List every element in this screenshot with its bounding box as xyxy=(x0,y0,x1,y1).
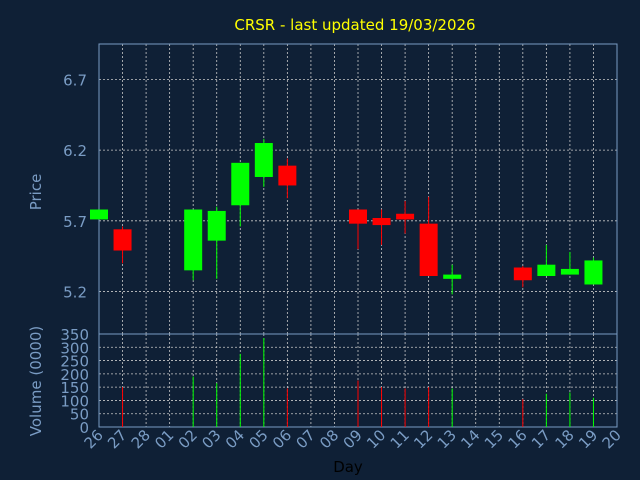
x-tick-label: 11 xyxy=(387,426,413,452)
candle-body xyxy=(372,218,391,226)
volume-y-tick-label: 100 xyxy=(60,392,89,410)
candle-26 xyxy=(90,209,108,220)
candle-05 xyxy=(254,138,273,187)
candle-13 xyxy=(443,264,462,295)
candle-body xyxy=(396,213,415,220)
x-axis: 2627280102030405060708091011121314151617… xyxy=(81,426,625,452)
candle-12 xyxy=(419,196,438,276)
price-y-tick-label: 5.7 xyxy=(63,213,87,231)
x-tick-label: 28 xyxy=(128,426,154,452)
candle-body xyxy=(90,209,108,220)
candle-02 xyxy=(184,209,203,281)
x-axis-label: Day xyxy=(333,458,363,476)
x-tick-label: 01 xyxy=(151,426,177,452)
price-grid xyxy=(99,44,617,334)
candle-18 xyxy=(560,251,579,275)
candle-body xyxy=(513,267,532,281)
candle-17 xyxy=(537,244,556,276)
price-y-tick-label: 6.7 xyxy=(63,71,87,89)
candle-10 xyxy=(372,209,391,245)
candle-16 xyxy=(513,266,532,288)
x-tick-label: 14 xyxy=(457,426,483,452)
candlesticks xyxy=(90,138,603,295)
x-tick-label: 07 xyxy=(293,426,319,452)
candle-body xyxy=(537,264,556,276)
candle-body xyxy=(254,143,273,177)
candle-11 xyxy=(396,201,415,234)
x-tick-label: 27 xyxy=(104,426,130,452)
x-tick-label: 12 xyxy=(410,426,436,452)
candle-body xyxy=(560,268,579,275)
x-tick-label: 04 xyxy=(222,426,248,452)
candle-body xyxy=(443,274,462,279)
candle-body xyxy=(419,223,438,276)
candle-body xyxy=(113,229,132,251)
price-y-axis: 5.2 5.7 6.2 6.7 xyxy=(63,71,87,301)
x-tick-label: 16 xyxy=(504,426,530,452)
price-y-tick-label: 5.2 xyxy=(63,284,87,302)
volume-y-tick-label: 150 xyxy=(60,379,89,397)
candle-03 xyxy=(207,206,226,279)
x-tick-label: 10 xyxy=(363,426,389,452)
x-tick-label: 05 xyxy=(245,426,271,452)
volume-y-tick-label: 200 xyxy=(60,366,89,384)
x-tick-label: 19 xyxy=(575,426,601,452)
volume-y-tick-label: 50 xyxy=(70,406,89,424)
candle-27 xyxy=(113,226,132,264)
volume-y-axis-label: Volume (0000) xyxy=(27,326,45,436)
x-tick-label: 02 xyxy=(175,426,201,452)
candle-body xyxy=(584,260,603,285)
candle-body xyxy=(231,162,250,206)
volume-y-tick-label: 300 xyxy=(60,339,89,357)
x-tick-label: 06 xyxy=(269,426,295,452)
candle-body xyxy=(349,209,367,224)
x-tick-label: 17 xyxy=(528,426,554,452)
volume-y-tick-label: 250 xyxy=(60,353,89,371)
x-tick-label: 13 xyxy=(434,426,460,452)
price-y-axis-label: Price xyxy=(27,174,45,211)
x-tick-label: 09 xyxy=(340,426,366,452)
candle-body xyxy=(184,209,203,271)
price-y-tick-label: 6.2 xyxy=(63,142,87,160)
x-tick-label: 20 xyxy=(599,426,625,452)
candle-04 xyxy=(231,162,250,227)
candle-body xyxy=(207,210,226,241)
x-tick-label: 08 xyxy=(316,426,342,452)
candle-06 xyxy=(278,158,297,199)
x-tick-label: 18 xyxy=(552,426,578,452)
candle-19 xyxy=(584,257,603,285)
volume-y-tick-label: 350 xyxy=(60,326,89,344)
candle-09 xyxy=(349,209,367,250)
candle-body xyxy=(278,165,297,186)
chart-title: CRSR - last updated 19/03/2026 xyxy=(234,16,475,34)
volume-y-tick-label: 0 xyxy=(79,419,89,437)
x-tick-label: 03 xyxy=(198,426,224,452)
volume-bars xyxy=(122,337,594,427)
x-tick-label: 15 xyxy=(481,426,507,452)
